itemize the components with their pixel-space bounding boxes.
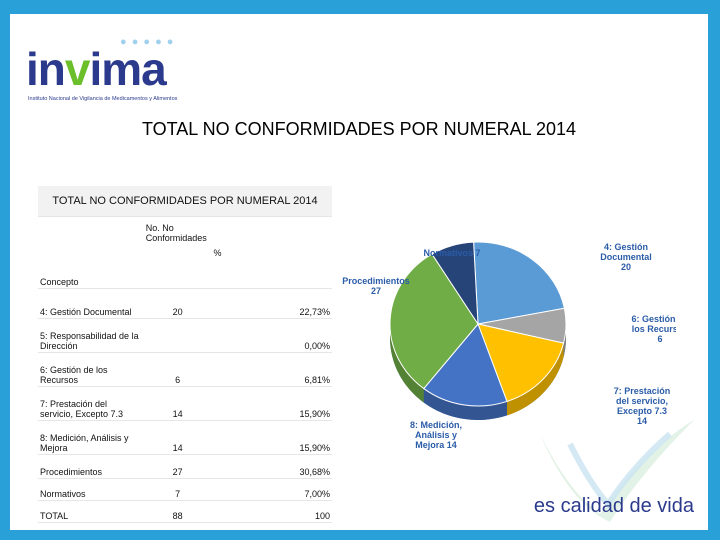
row-percent: 7,00%	[211, 478, 332, 501]
row-count: 14	[143, 386, 212, 421]
row-percent: 6,81%	[211, 352, 332, 387]
row-percent: 30,68%	[211, 454, 332, 479]
pie-slice	[423, 323, 508, 407]
table-row: 5: Responsabilidad de la Dirección 0,00%	[38, 318, 332, 353]
nonconformities-table: TOTAL NO CONFORMIDADES POR NUMERAL 2014 …	[38, 186, 332, 523]
table-row: Normativos 7 7,00%	[38, 478, 332, 501]
pie-slice	[477, 323, 565, 403]
invima-logo: ● ● ● ● ● invima Instituto Nacional de V…	[26, 36, 216, 106]
pie-slice-side	[506, 343, 564, 416]
row-concepto: 4: Gestión Documental	[38, 288, 144, 319]
row-concepto: 8: Medición, Análisis y Mejora	[38, 420, 144, 455]
row-count: 14	[143, 420, 212, 455]
v-watermark-icon	[540, 419, 695, 522]
row-concepto: 6: Gestión de los Recursos	[38, 352, 144, 387]
row-count: 20	[143, 288, 212, 319]
pie-label: Normativos 7	[423, 248, 480, 258]
pie-slice	[389, 253, 479, 390]
slide-title: TOTAL NO CONFORMIDADES POR NUMERAL 2014	[141, 119, 577, 139]
row-percent: 0,00%	[211, 318, 332, 353]
row-percent: 15,90%	[211, 386, 332, 421]
row-concepto: Normativos	[38, 478, 144, 501]
row-concepto: TOTAL	[38, 500, 144, 523]
row-count: 27	[143, 454, 212, 479]
row-count: 6	[143, 352, 212, 387]
row-percent: 100	[211, 500, 332, 523]
pie-label: 4: Gestión Documental 20	[600, 242, 652, 272]
row-percent: 15,90%	[211, 420, 332, 455]
table-row: 6: Gestión de los Recursos 6 6,81%	[38, 352, 332, 387]
table-row: TOTAL 88 100	[38, 500, 332, 523]
row-concepto: 5: Responsabilidad de la Dirección	[38, 318, 144, 353]
slide: ● ● ● ● ● invima Instituto Nacional de V…	[10, 14, 708, 530]
table-title: TOTAL NO CONFORMIDADES POR NUMERAL 2014	[38, 186, 332, 217]
logo-wordmark: invima	[26, 43, 167, 95]
logo-dots-icon: ● ● ● ● ●	[120, 36, 175, 48]
header-count: No. No Conformidades	[143, 216, 212, 289]
pie-label: 7: Prestación del servicio, Excepto 7.3 14	[614, 386, 671, 426]
table-row: 8: Medición, Análisis y Mejora 14 15,90%	[38, 420, 332, 455]
table-row: 7: Prestación del servicio, Excepto 7.3 1…	[38, 386, 332, 421]
pie-slice	[473, 241, 565, 325]
table-row: 4: Gestión Documental 20 22,73%	[38, 288, 332, 319]
row-concepto: Procedimientos	[38, 454, 144, 479]
header-percent: %	[211, 216, 332, 289]
row-concepto: 7: Prestación del servicio, Excepto 7.3	[38, 386, 144, 421]
tagline: es calidad de vida	[533, 495, 694, 517]
table-row: Procedimientos 27 30,68%	[38, 454, 332, 479]
pie-label: 8: Medición, Análisis y Mejora 14	[410, 420, 462, 450]
row-percent: 22,73%	[211, 288, 332, 319]
pie-slice	[431, 241, 479, 326]
logo-subtitle: Instituto Nacional de Vigilancia de Medi…	[28, 96, 178, 102]
row-count: 7	[143, 478, 212, 501]
pie-slice-side	[423, 388, 507, 420]
row-count	[143, 318, 212, 353]
row-count: 88	[143, 500, 212, 523]
pie-label: Procedimientos 27	[342, 276, 410, 296]
header-concepto: Concepto	[38, 216, 144, 289]
